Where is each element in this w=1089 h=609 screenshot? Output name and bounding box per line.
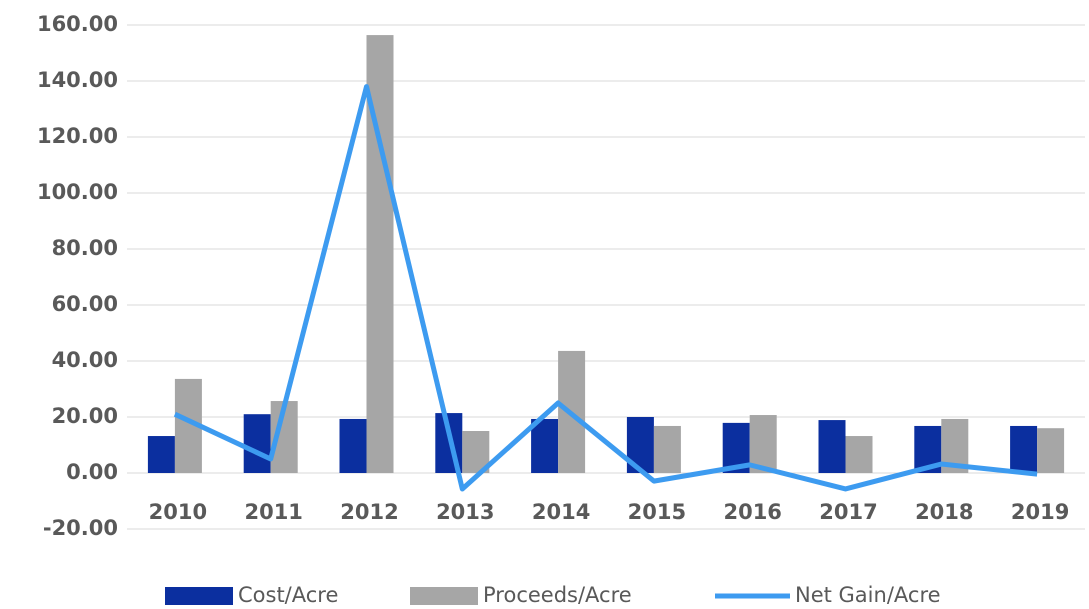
y-tick-label: 40.00 xyxy=(52,348,118,372)
x-tick-label: 2012 xyxy=(340,500,398,524)
y-tick-label: -20.00 xyxy=(43,516,118,540)
y-tick-label: 80.00 xyxy=(52,236,118,260)
bar xyxy=(653,425,681,473)
y-tick-label: 160.00 xyxy=(37,12,118,36)
x-tick-label: 2014 xyxy=(532,500,590,524)
x-tick-label: 2016 xyxy=(723,500,781,524)
bar xyxy=(531,418,559,473)
y-tick-label: 20.00 xyxy=(52,404,118,428)
x-tick-label: 2017 xyxy=(819,500,877,524)
y-tick-label: 100.00 xyxy=(37,180,118,204)
bar xyxy=(147,436,175,473)
bar xyxy=(1010,425,1038,473)
bar xyxy=(818,420,846,473)
x-tick-label: 2013 xyxy=(436,500,494,524)
y-tick-label: 140.00 xyxy=(37,68,118,92)
bar xyxy=(1037,428,1065,473)
x-tick-label: 2019 xyxy=(1011,500,1069,524)
bar xyxy=(339,418,367,473)
y-tick-label: 0.00 xyxy=(66,460,118,484)
y-tick-label: 60.00 xyxy=(52,292,118,316)
x-tick-label: 2011 xyxy=(244,500,302,524)
legend-label: Proceeds/Acre xyxy=(483,583,632,607)
x-tick-label: 2018 xyxy=(915,500,973,524)
x-tick-label: 2010 xyxy=(149,500,207,524)
line xyxy=(173,84,1038,492)
legend-label: Net Gain/Acre xyxy=(795,583,941,607)
bar xyxy=(243,414,271,473)
bar xyxy=(845,436,873,473)
legend-swatch xyxy=(410,587,478,605)
y-tick-label: 120.00 xyxy=(37,124,118,148)
bar xyxy=(749,415,777,473)
legend-swatch xyxy=(165,587,233,605)
x-tick-label: 2015 xyxy=(628,500,686,524)
legend-label: Cost/Acre xyxy=(238,583,338,607)
